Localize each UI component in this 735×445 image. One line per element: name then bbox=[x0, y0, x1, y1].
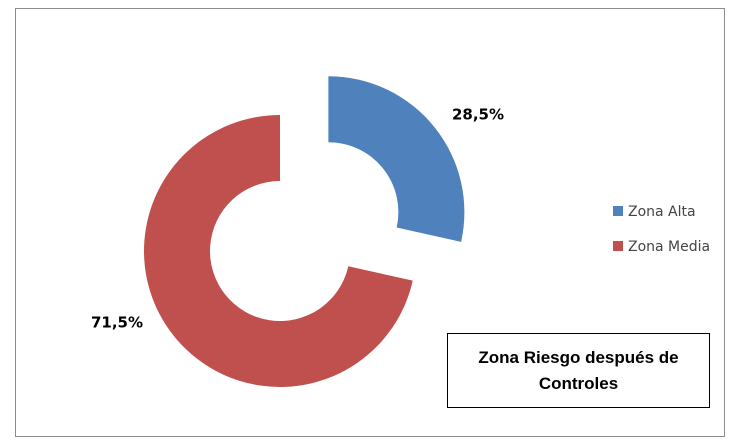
value-label: 71,5% bbox=[91, 314, 143, 332]
value-label: 28,5% bbox=[452, 106, 504, 124]
donut-segment bbox=[328, 76, 465, 242]
legend-swatch bbox=[613, 241, 623, 251]
legend-label: Zona Alta bbox=[628, 204, 696, 220]
legend-swatch bbox=[613, 206, 623, 216]
chart-title: Zona Riesgo después de Controles bbox=[447, 333, 710, 408]
legend-label: Zona Media bbox=[628, 239, 710, 255]
donut-segment bbox=[143, 115, 413, 387]
